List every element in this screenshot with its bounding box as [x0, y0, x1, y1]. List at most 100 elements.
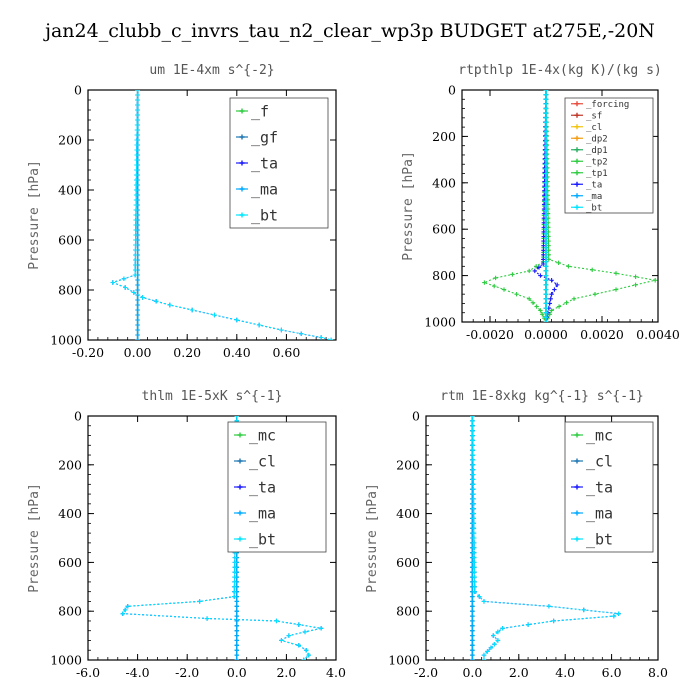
data-point [133, 217, 139, 223]
data-point [471, 496, 476, 502]
legend-label: _cl [586, 452, 613, 470]
legend-label: _ta [251, 154, 278, 172]
data-point [546, 229, 551, 235]
data-point [134, 122, 140, 128]
data-point [135, 302, 140, 308]
series-line [471, 416, 621, 660]
data-point [471, 477, 476, 482]
data-point [131, 290, 137, 295]
data-point [543, 310, 549, 315]
data-point [232, 555, 238, 560]
data-point [470, 457, 476, 463]
data-point [543, 203, 549, 209]
data-point [470, 604, 475, 609]
legend-label: _cl [249, 452, 276, 470]
data-point [470, 423, 475, 428]
data-point [472, 589, 477, 594]
legend-marker [239, 108, 245, 114]
data-point [543, 101, 549, 107]
legend-label: _f [251, 102, 269, 120]
x-tick-label: -6.0 [76, 665, 100, 680]
legend-marker [237, 432, 243, 438]
panel-title: um 1E-4xm s^{-2} [149, 63, 274, 78]
data-point [121, 276, 127, 281]
data-point [470, 467, 476, 472]
data-point [541, 234, 546, 239]
data-point [495, 638, 501, 643]
legend-marker [574, 101, 580, 107]
data-point [543, 152, 549, 158]
data-point [470, 628, 475, 633]
data-point [541, 243, 546, 248]
legend: _forcing_sf _cl_dp2 _dp1_tp2 _tp1_ta _ma_bt [564, 97, 654, 214]
data-point [470, 613, 475, 619]
data-point [470, 416, 475, 419]
data-point [134, 117, 140, 123]
data-point [470, 438, 475, 443]
data-point [633, 274, 638, 279]
legend-label: _ma [251, 180, 278, 198]
legend-marker [574, 204, 580, 210]
data-point [543, 254, 549, 260]
data-point [541, 252, 546, 258]
data-point [543, 148, 549, 153]
plot-frame [461, 89, 659, 323]
data-point [552, 287, 557, 292]
data-point [133, 242, 138, 248]
data-point [470, 599, 475, 604]
x-tick-label: -2.0 [175, 665, 199, 680]
data-point [471, 506, 476, 511]
legend-marker [574, 193, 580, 199]
data-point [189, 307, 195, 313]
legend-label: _ta [586, 478, 613, 496]
data-point [616, 611, 621, 616]
legend-marker [574, 458, 580, 464]
data-point [132, 267, 138, 273]
data-point [590, 267, 595, 272]
data-point [232, 589, 237, 594]
data-point [556, 260, 561, 266]
data-point [488, 645, 494, 650]
data-point [234, 609, 239, 614]
data-point [481, 657, 487, 660]
data-point [549, 308, 554, 313]
y-axis-label: Pressure [hPa] [365, 483, 380, 593]
data-point [296, 643, 301, 648]
y-tick-label: 600 [58, 233, 82, 248]
legend-marker [237, 510, 243, 516]
data-point [212, 312, 217, 318]
data-point [286, 633, 292, 638]
x-tick-label: 0.60 [272, 345, 300, 360]
data-point [135, 337, 140, 340]
data-point [540, 312, 545, 317]
legend-marker [574, 124, 580, 130]
data-point [134, 187, 139, 193]
legend-marker [574, 112, 580, 118]
data-point [120, 611, 125, 616]
data-point [546, 238, 551, 244]
y-tick-label: 0 [74, 409, 82, 424]
data-point [135, 277, 140, 283]
legend-label: _bt [249, 530, 276, 548]
data-point [543, 124, 549, 130]
legend-label: _ma [586, 504, 613, 522]
series-line [482, 90, 547, 322]
data-point [134, 177, 139, 183]
data-point [527, 268, 532, 274]
data-point [546, 243, 551, 248]
x-tick-label: 0.0000 [524, 327, 568, 342]
x-tick-label: 8.0 [648, 665, 668, 680]
panel-um: um 1E-4xm s^{-2} Pressure [hPa] -0.20 0.00 0… [27, 63, 337, 360]
data-point [133, 257, 138, 263]
data-point [471, 487, 476, 492]
data-point [543, 259, 549, 264]
data-point [510, 272, 515, 277]
legend-marker [574, 536, 580, 542]
data-point [546, 257, 551, 262]
data-point [472, 584, 477, 589]
data-point [543, 106, 549, 111]
data-point [555, 282, 560, 288]
series-bt [470, 416, 621, 660]
plot-frame [425, 415, 659, 661]
data-point [543, 287, 549, 292]
